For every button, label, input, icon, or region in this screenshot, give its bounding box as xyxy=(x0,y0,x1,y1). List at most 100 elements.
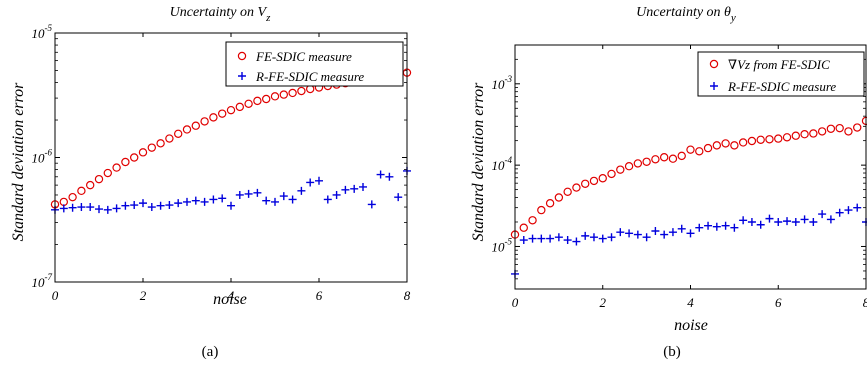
panel-b-series-1-circle-point xyxy=(835,123,844,133)
panel-a-series-1-circle-point xyxy=(112,163,121,172)
panel-a-series-2-plus-point xyxy=(350,184,359,193)
panel-b-ytick-label: 10-4 xyxy=(492,155,513,173)
panel-a-series-2-plus-point xyxy=(297,186,306,195)
panel-b-series-2-plus-point xyxy=(528,234,537,243)
panel-a-series-2-plus-point xyxy=(174,199,183,208)
panel-b-xtick-label: 2 xyxy=(600,295,607,310)
panel-a-series-2-plus-point xyxy=(95,205,103,214)
panel-a-series-1-circle-point xyxy=(191,121,200,130)
panel-b-legend-circle-marker xyxy=(709,59,719,69)
panel-b-series-1-circle-point xyxy=(791,131,801,140)
panel-b-series-1-circle-point xyxy=(853,123,862,132)
panel-b-series-2-plus-point xyxy=(765,214,774,223)
panel-a-series-2-plus-point xyxy=(235,190,244,199)
panel-b-series-1-circle-point xyxy=(659,153,669,162)
panel-b-series-1-circle-point xyxy=(633,159,643,168)
panel-a-series-2-plus-point xyxy=(367,200,376,209)
panel-b-plot-frame xyxy=(514,44,867,290)
panel-b-series-1-circle-point xyxy=(844,127,853,136)
panel-b-series-2-plus-point xyxy=(616,228,625,237)
panel-a-series-1-circle-point xyxy=(235,102,244,112)
panel-a-xtick-label: 8 xyxy=(404,288,411,303)
panel-b-series-2-plus-point xyxy=(747,217,756,226)
panel-b-legend-plus-marker xyxy=(710,82,718,90)
panel-a-series-2-plus-point xyxy=(191,196,200,205)
panel-b-series-2-plus-point xyxy=(546,234,555,243)
panel-b-ylabel: Standard deviation error xyxy=(470,82,487,242)
panel-b-series-1-circle-point xyxy=(528,216,537,225)
panel-b-legend-box xyxy=(697,51,865,97)
panel-b-series-2-plus-point xyxy=(704,221,713,230)
panel-a-series-1-circle-point xyxy=(288,88,297,98)
panel-a-series-1-circle-point xyxy=(226,105,236,115)
panel-a-series-2-plus-point xyxy=(68,203,77,212)
panel-a-series-2-plus-point xyxy=(306,178,315,187)
panel-b-series-1-circle-point xyxy=(747,136,757,146)
panel-b-series-1-circle-point xyxy=(756,135,765,144)
panel-a-series-1-circle-point xyxy=(121,157,130,167)
panel-a-series-2-plus-point xyxy=(341,185,350,194)
panel-a-series-2-plus-point xyxy=(112,204,121,213)
panel-b-series-2-plus-point xyxy=(756,220,765,229)
panel-b-legend-label-1: ∇Vz from FE-SDIC xyxy=(728,57,830,72)
panel-a-series-1-circle-point xyxy=(200,117,209,126)
panel-a-series-2-plus-point xyxy=(315,176,323,185)
panel-b-title: Uncertainty on θy xyxy=(636,5,736,24)
panel-b: Uncertainty on θy Standard deviation err… xyxy=(470,5,867,360)
panel-b-series-1-circle-point xyxy=(651,155,660,164)
panel-b-series-1-circle-point xyxy=(598,174,607,183)
panel-a-series-1-circle-point xyxy=(173,129,183,139)
panel-a-series-1-circle-point xyxy=(262,94,271,104)
panel-b-xtick-label: 4 xyxy=(687,295,694,310)
panel-a-series-2-plus-point xyxy=(271,197,279,206)
panel-a-series-2-plus-point xyxy=(262,196,271,205)
panel-b-series-1-circle-point xyxy=(554,193,564,202)
panel-b-series-1-circle-point xyxy=(563,187,572,197)
panel-a-series-2-plus-point xyxy=(86,203,95,212)
panel-b-series-2-plus-point xyxy=(695,223,704,232)
panel-a-series-2-plus-point xyxy=(165,201,174,210)
panel-b-series-2-plus-point xyxy=(835,208,844,217)
panel-a-series-2-plus-point xyxy=(130,201,139,210)
panel-b-caption: (b) xyxy=(663,344,681,360)
panel-b-legend-label-2: R-FE-SDIC measure xyxy=(727,79,836,94)
panel-b-series-2-plus-point xyxy=(739,216,748,225)
panel-a-series-1-circle-point xyxy=(253,96,262,106)
panel-a-series-2-plus-point xyxy=(253,188,262,197)
panel-a-series-1-circle-point xyxy=(244,99,253,108)
panel-b-series-2-plus-point xyxy=(686,229,695,238)
panel-b-series-1-circle-point xyxy=(817,127,827,136)
panel-a-series-2-plus-point xyxy=(77,203,86,212)
panel-b-series-1-circle-point xyxy=(703,143,713,153)
panel-a-series-1-circle-point xyxy=(156,139,165,148)
panel-a-series-2-plus-point xyxy=(59,204,68,213)
panel-a-xlabel: noise xyxy=(213,291,247,308)
panel-a-ytick-label: 10-7 xyxy=(32,272,53,290)
panel-a-series-2-plus-point xyxy=(279,192,288,201)
panel-a-series-2-plus-point xyxy=(359,182,367,191)
panel-a-series-1-circle-point xyxy=(279,90,288,99)
panel-b-series-2-plus-point xyxy=(844,206,853,215)
panel-a-series-2-plus-point xyxy=(323,195,332,204)
panel-b-series-2-plus-point xyxy=(853,203,862,212)
panel-b-series-1-circle-point xyxy=(642,157,651,166)
panel-a-caption: (a) xyxy=(202,344,219,360)
panel-a-series-1-circle-point xyxy=(138,148,148,157)
panel-a-series-1-circle-point xyxy=(297,86,306,96)
panel-a-legend-circle-marker xyxy=(237,51,247,61)
panel-b-series-2-plus-point xyxy=(660,230,669,239)
panel-b-series-2-plus-point xyxy=(791,217,800,226)
panel-a-series-1-circle-point xyxy=(94,174,104,184)
panel-b-xtick-label: 6 xyxy=(775,295,782,310)
panel-b-series-2-plus-point xyxy=(598,234,607,243)
panel-b-series-1-circle-point xyxy=(712,141,722,150)
panel-b-series-1-circle-point xyxy=(809,129,818,138)
panel-b-series-2-plus-point xyxy=(677,224,686,233)
panel-a-series-2-plus-point xyxy=(209,195,218,204)
panel-b-series-1-circle-point xyxy=(774,134,783,143)
panel-b-series-1-circle-point xyxy=(686,145,695,154)
panel-b-series-1-circle-point xyxy=(624,162,634,171)
panel-a-legend-plus-marker xyxy=(238,72,246,80)
panel-b-series-2-plus-point xyxy=(783,217,792,226)
